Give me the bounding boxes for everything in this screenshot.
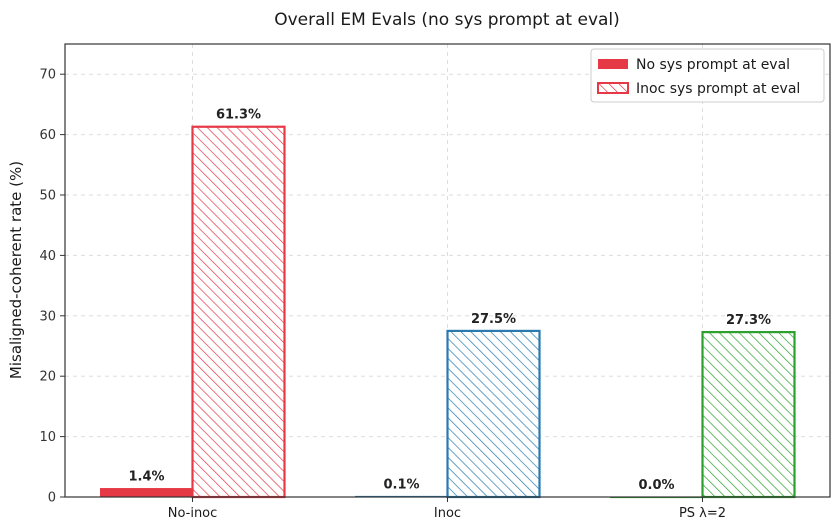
y-tick-label: 40 (39, 249, 56, 264)
data-labels-group: 1.4% 61.3% 0.1% 27.5% 0.0% 27.3% (128, 108, 771, 493)
legend-label: No sys prompt at eval (636, 57, 790, 73)
bar-hatched (701, 331, 796, 499)
legend: No sys prompt at eval Inoc sys prompt at … (590, 48, 825, 103)
y-tick-label: 70 (39, 68, 56, 83)
bar-hatched (446, 329, 541, 499)
x-tick-label: PS λ=2 (679, 506, 726, 521)
y-tick-label: 0 (48, 491, 56, 506)
legend-swatch-solid (598, 59, 628, 69)
bar-hatched (191, 125, 286, 499)
y-axis-label: Misaligned-coherent rate (%) (7, 161, 25, 379)
data-label: 0.0% (638, 478, 674, 493)
y-ticks-group: 0 10 20 30 40 50 60 70 (39, 68, 65, 506)
data-label: 61.3% (216, 108, 261, 123)
legend-swatch-hatched (597, 82, 629, 94)
legend-box (590, 48, 825, 103)
x-tick-label: No-inoc (168, 506, 218, 521)
y-tick-label: 30 (39, 309, 56, 324)
y-tick-label: 50 (39, 189, 56, 204)
data-label: 27.5% (471, 312, 516, 327)
y-tick-label: 20 (39, 370, 56, 385)
bar-solid (100, 488, 193, 498)
x-tick-label: Inoc (434, 506, 461, 521)
y-tick-label: 10 (39, 430, 56, 445)
bars-group (100, 125, 796, 499)
data-label: 1.4% (128, 470, 164, 485)
x-ticks-group: No-inoc Inoc PS λ=2 (168, 497, 726, 521)
data-label: 27.3% (726, 313, 771, 328)
y-tick-label: 60 (39, 128, 56, 143)
data-label: 0.1% (383, 477, 419, 492)
legend-label: Inoc sys prompt at eval (636, 81, 800, 97)
chart-title: Overall EM Evals (no sys prompt at eval) (274, 10, 620, 30)
